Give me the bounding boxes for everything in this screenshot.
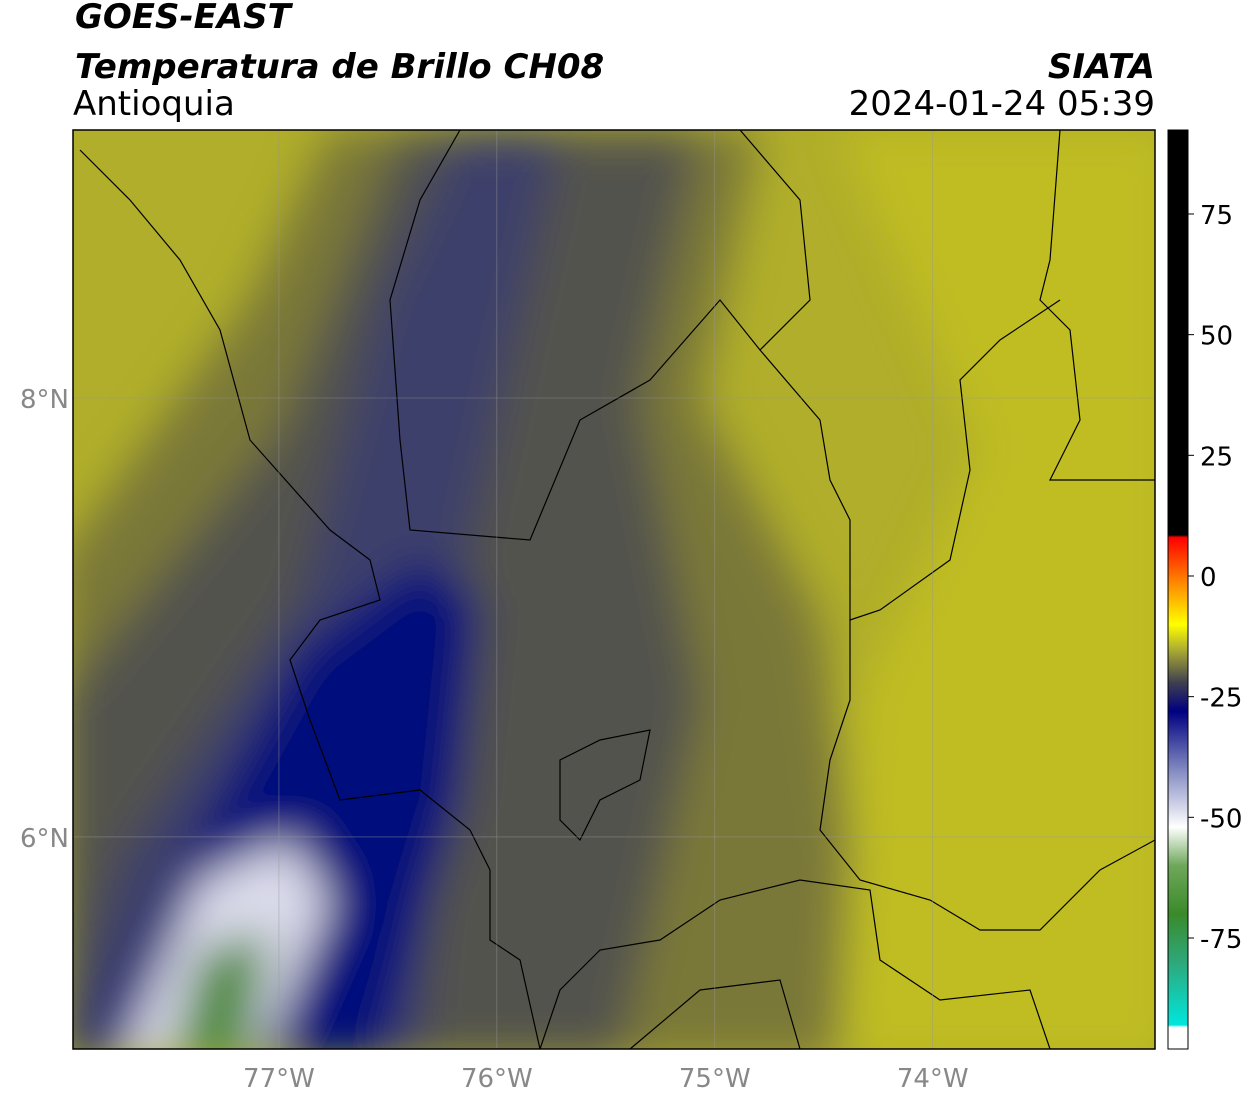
subtitle: Temperatura de Brillo CH08 xyxy=(75,47,604,87)
x-tick-label: 76°W xyxy=(461,1064,533,1094)
satellite-image xyxy=(73,130,1155,1049)
x-tick-label: 77°W xyxy=(243,1064,315,1094)
colorbar-tick-label: 25 xyxy=(1200,442,1233,472)
y-tick-label: 6°N xyxy=(20,824,69,854)
graticule xyxy=(73,130,1155,1049)
colorbar-tick-label: -25 xyxy=(1200,684,1242,714)
x-tick-label: 75°W xyxy=(679,1064,751,1094)
colorbar-tick-label: 0 xyxy=(1200,563,1217,593)
y-tick-label: 8°N xyxy=(20,385,69,415)
x-tick-label: 74°W xyxy=(897,1064,969,1094)
colorbar xyxy=(1167,129,1189,1050)
map-frame xyxy=(72,129,1156,1050)
colorbar-tick-label: -75 xyxy=(1200,925,1242,955)
colorbar-tick-label: 50 xyxy=(1200,322,1233,352)
datetime: 2024-01-24 05:39 xyxy=(849,84,1155,124)
title: GOES-EAST xyxy=(75,0,294,37)
colorbar-tick-label: -50 xyxy=(1200,804,1242,834)
colorbar-tick-label: 75 xyxy=(1200,201,1233,231)
region: Antioquia xyxy=(73,84,235,124)
source: SIATA xyxy=(1048,47,1155,87)
